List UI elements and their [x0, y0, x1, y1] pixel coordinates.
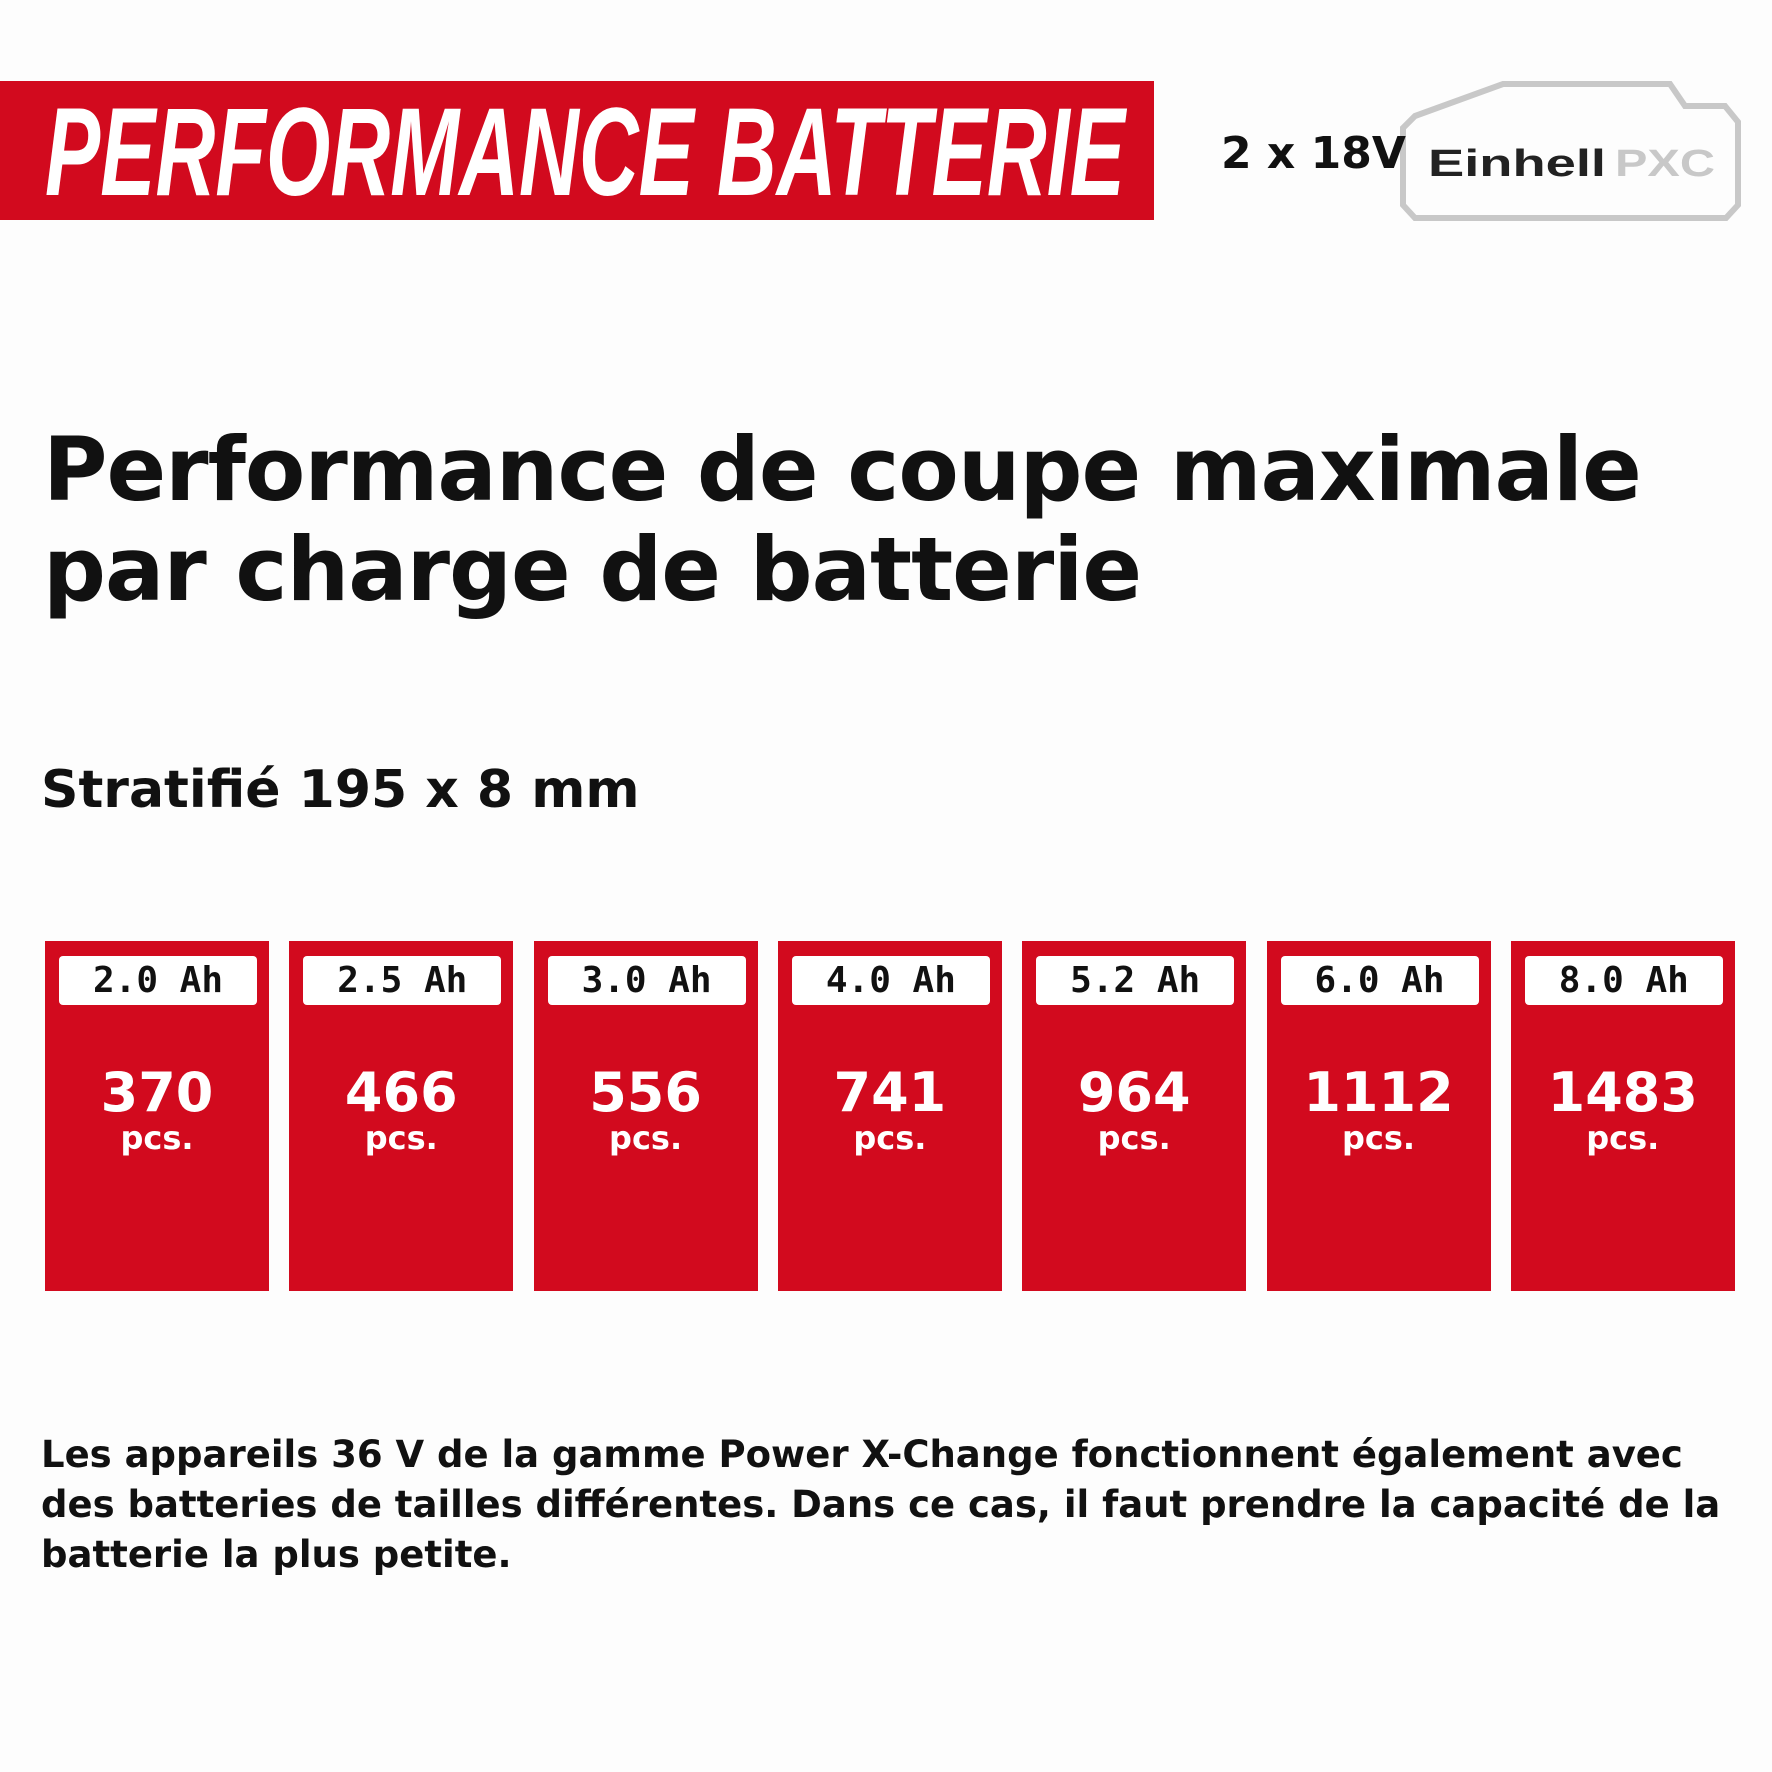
- title-banner: [0, 81, 1154, 220]
- card-value: 370: [100, 1061, 214, 1124]
- logo-suffix: PXC: [1615, 143, 1715, 185]
- battery-card: 5.2 Ah 964 pcs.: [1022, 941, 1247, 1291]
- card-label: 3.0 Ah: [547, 956, 746, 1005]
- heading: Performance de coupe maximale par charge…: [43, 418, 1642, 621]
- card-unit: pcs.: [364, 1119, 438, 1157]
- card-value: 1112: [1303, 1061, 1454, 1124]
- card-unit: pcs.: [853, 1119, 927, 1157]
- header-graphics: PERFORMANCE BATTERIE Einhell PXC: [0, 81, 1741, 222]
- card-label: 6.0 Ah: [1280, 956, 1479, 1005]
- battery-card: 4.0 Ah 741 pcs.: [777, 941, 1002, 1291]
- card-unit: pcs.: [120, 1119, 194, 1157]
- battery-card: 8.0 Ah 1483 pcs.: [1510, 941, 1735, 1291]
- subtitle: Stratifié 195 x 8 mm: [41, 760, 640, 820]
- battery-outline: [1400, 81, 1741, 221]
- card-value: 466: [344, 1061, 458, 1124]
- card-value: 741: [833, 1061, 947, 1124]
- card-value: 964: [1077, 1061, 1191, 1124]
- heading-line: par charge de batterie: [43, 518, 1142, 621]
- banner-title: PERFORMANCE BATTERIE: [45, 83, 1127, 222]
- card-unit: pcs.: [609, 1119, 683, 1157]
- logo-brand: Einhell: [1428, 143, 1606, 185]
- footnote: Les appareils 36 V de la gamme Power X-C…: [41, 1433, 1721, 1576]
- card-label: 5.2 Ah: [1036, 956, 1235, 1005]
- battery-card: 3.0 Ah 556 pcs.: [533, 941, 758, 1291]
- card-label: 8.0 Ah: [1524, 956, 1723, 1005]
- card-unit: pcs.: [1097, 1119, 1171, 1157]
- card-label: 4.0 Ah: [791, 956, 990, 1005]
- card-unit: pcs.: [1586, 1119, 1660, 1157]
- card-value: 556: [589, 1061, 702, 1124]
- card-label: 2.0 Ah: [59, 956, 257, 1005]
- card-value: 1483: [1547, 1061, 1698, 1124]
- voltage: 2 x 18V: [1221, 128, 1406, 179]
- heading-line: Performance de coupe maximale: [43, 418, 1642, 521]
- card-label: 2.5 Ah: [303, 956, 502, 1005]
- battery-card: 2.5 Ah 466 pcs.: [289, 941, 514, 1291]
- battery-card: 6.0 Ah 1112 pcs.: [1266, 941, 1491, 1291]
- card-unit: pcs.: [1341, 1119, 1416, 1157]
- battery-card: 2.0 Ah 370 pcs.: [45, 941, 269, 1291]
